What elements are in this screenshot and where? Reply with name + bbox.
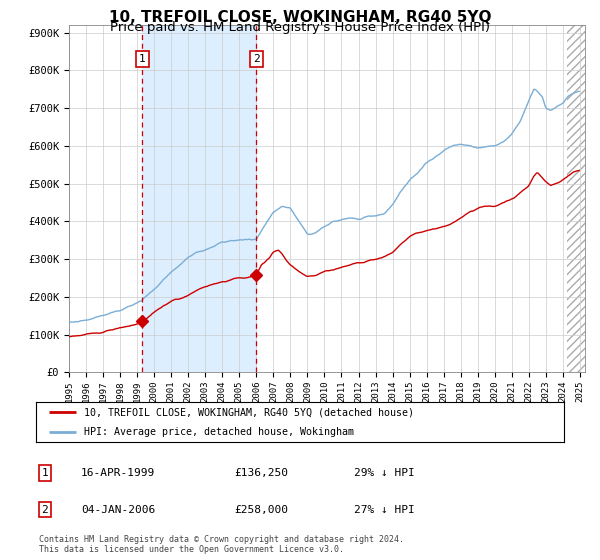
Text: £258,000: £258,000 xyxy=(234,505,288,515)
Text: 04-JAN-2006: 04-JAN-2006 xyxy=(81,505,155,515)
Text: 16-APR-1999: 16-APR-1999 xyxy=(81,468,155,478)
Text: Price paid vs. HM Land Registry's House Price Index (HPI): Price paid vs. HM Land Registry's House … xyxy=(110,21,490,34)
Text: Contains HM Land Registry data © Crown copyright and database right 2024.
This d: Contains HM Land Registry data © Crown c… xyxy=(39,535,404,554)
Text: 10, TREFOIL CLOSE, WOKINGHAM, RG40 5YQ (detached house): 10, TREFOIL CLOSE, WOKINGHAM, RG40 5YQ (… xyxy=(83,407,413,417)
Text: 10, TREFOIL CLOSE, WOKINGHAM, RG40 5YQ: 10, TREFOIL CLOSE, WOKINGHAM, RG40 5YQ xyxy=(109,10,491,25)
Text: 2: 2 xyxy=(41,505,49,515)
Bar xyxy=(142,25,256,372)
Text: 1: 1 xyxy=(139,54,145,64)
Bar xyxy=(567,25,585,372)
Text: HPI: Average price, detached house, Wokingham: HPI: Average price, detached house, Woki… xyxy=(83,427,353,437)
Text: 2: 2 xyxy=(253,54,260,64)
Text: 29% ↓ HPI: 29% ↓ HPI xyxy=(354,468,415,478)
Text: £136,250: £136,250 xyxy=(234,468,288,478)
Text: 1: 1 xyxy=(41,468,49,478)
Text: 27% ↓ HPI: 27% ↓ HPI xyxy=(354,505,415,515)
